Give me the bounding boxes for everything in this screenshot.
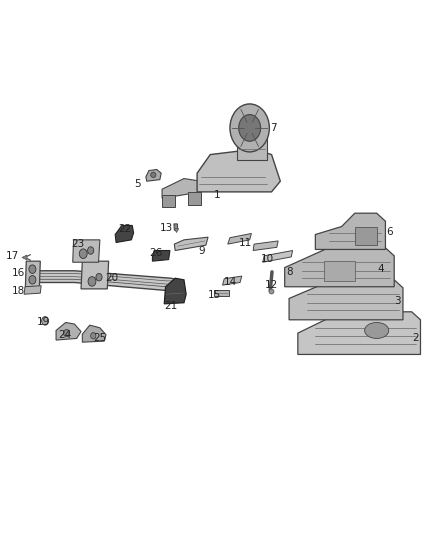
Circle shape [88, 247, 94, 254]
Circle shape [91, 333, 96, 339]
Polygon shape [152, 251, 170, 261]
Polygon shape [188, 192, 201, 205]
Circle shape [96, 273, 102, 281]
Polygon shape [298, 312, 420, 354]
Circle shape [230, 104, 269, 152]
Text: 24: 24 [58, 330, 71, 340]
Text: 17: 17 [6, 251, 19, 261]
Polygon shape [73, 240, 100, 262]
Text: 5: 5 [134, 179, 141, 189]
Text: 20: 20 [105, 273, 118, 283]
Polygon shape [355, 227, 377, 245]
Polygon shape [174, 224, 178, 230]
Text: 14: 14 [223, 278, 237, 287]
Text: 11: 11 [239, 238, 252, 247]
Circle shape [42, 317, 49, 325]
Polygon shape [115, 225, 134, 243]
Circle shape [29, 265, 36, 273]
Text: 9: 9 [198, 246, 205, 255]
Polygon shape [81, 261, 109, 289]
Polygon shape [237, 133, 267, 160]
Polygon shape [197, 149, 280, 192]
Polygon shape [324, 261, 355, 281]
Circle shape [64, 329, 70, 337]
Text: 13: 13 [160, 223, 173, 232]
Ellipse shape [364, 322, 389, 338]
Polygon shape [289, 280, 403, 320]
Text: 6: 6 [386, 227, 393, 237]
Text: 22: 22 [118, 224, 131, 234]
Text: 3: 3 [394, 296, 401, 306]
Polygon shape [228, 233, 251, 244]
Text: 16: 16 [12, 268, 25, 278]
Text: 8: 8 [286, 267, 293, 277]
Text: 18: 18 [12, 286, 25, 296]
Text: 10: 10 [261, 254, 274, 263]
Polygon shape [223, 276, 242, 285]
Polygon shape [174, 237, 208, 251]
Text: 1: 1 [213, 190, 220, 199]
Text: 12: 12 [265, 280, 278, 290]
Polygon shape [253, 241, 278, 251]
Polygon shape [28, 271, 180, 290]
Polygon shape [162, 179, 201, 198]
Text: 7: 7 [270, 123, 277, 133]
Text: 2: 2 [412, 334, 419, 343]
Text: 15: 15 [208, 290, 221, 300]
Polygon shape [24, 286, 41, 294]
Polygon shape [146, 169, 161, 181]
Text: 26: 26 [149, 248, 162, 258]
Polygon shape [214, 290, 229, 296]
Polygon shape [56, 322, 81, 340]
Text: 25: 25 [93, 334, 106, 343]
Text: 21: 21 [164, 302, 177, 311]
Polygon shape [315, 213, 385, 249]
Ellipse shape [151, 172, 156, 177]
Text: 23: 23 [71, 239, 85, 248]
Polygon shape [82, 325, 106, 342]
Text: 4: 4 [378, 264, 385, 274]
Polygon shape [285, 248, 394, 287]
Polygon shape [25, 261, 40, 287]
Polygon shape [162, 195, 175, 207]
Circle shape [29, 276, 36, 284]
Circle shape [79, 249, 87, 259]
Text: 19: 19 [37, 318, 50, 327]
Circle shape [88, 277, 96, 286]
Polygon shape [164, 278, 186, 304]
Circle shape [239, 115, 261, 141]
Polygon shape [263, 251, 293, 262]
